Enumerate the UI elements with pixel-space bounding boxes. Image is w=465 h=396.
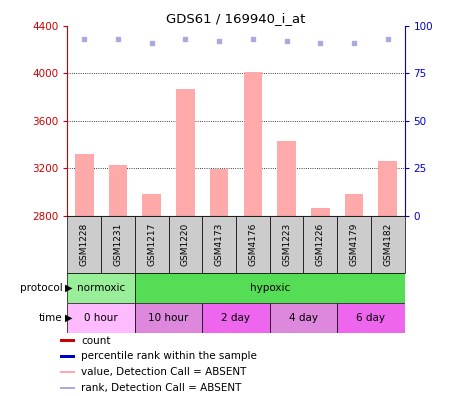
Bar xyxy=(142,194,161,216)
Bar xyxy=(311,208,330,216)
Title: GDS61 / 169940_i_at: GDS61 / 169940_i_at xyxy=(166,11,306,25)
Bar xyxy=(67,216,101,273)
Bar xyxy=(176,89,195,216)
Text: GSM4182: GSM4182 xyxy=(383,223,392,266)
Bar xyxy=(270,303,337,333)
Bar xyxy=(379,161,397,216)
Bar xyxy=(244,72,262,216)
Text: GSM1231: GSM1231 xyxy=(113,223,122,266)
Bar xyxy=(60,339,75,342)
Text: GSM1226: GSM1226 xyxy=(316,223,325,266)
Text: value, Detection Call = ABSENT: value, Detection Call = ABSENT xyxy=(81,367,246,377)
Bar xyxy=(337,303,405,333)
Bar xyxy=(60,371,75,373)
Bar xyxy=(67,273,135,303)
Text: normoxic: normoxic xyxy=(77,283,125,293)
Text: 2 day: 2 day xyxy=(221,313,251,323)
Text: time: time xyxy=(39,313,63,323)
Bar xyxy=(101,216,135,273)
Bar xyxy=(303,216,337,273)
Text: 6 day: 6 day xyxy=(356,313,385,323)
Bar xyxy=(75,154,93,216)
Bar xyxy=(135,273,405,303)
Text: GSM4179: GSM4179 xyxy=(350,223,359,266)
Text: count: count xyxy=(81,335,111,346)
Bar xyxy=(270,216,303,273)
Text: hypoxic: hypoxic xyxy=(250,283,290,293)
Text: GSM4173: GSM4173 xyxy=(215,223,224,266)
Bar xyxy=(371,216,405,273)
Text: GSM1223: GSM1223 xyxy=(282,223,291,266)
Bar xyxy=(109,165,127,216)
Bar xyxy=(135,303,202,333)
Text: ▶: ▶ xyxy=(65,313,73,323)
Bar xyxy=(135,216,168,273)
Text: 4 day: 4 day xyxy=(289,313,318,323)
Bar xyxy=(236,216,270,273)
Bar xyxy=(210,169,228,216)
Bar xyxy=(67,303,135,333)
Bar xyxy=(60,355,75,358)
Bar xyxy=(60,387,75,389)
Bar xyxy=(168,216,202,273)
Bar xyxy=(202,303,270,333)
Text: GSM4176: GSM4176 xyxy=(248,223,257,266)
Text: GSM1228: GSM1228 xyxy=(80,223,89,266)
Text: 0 hour: 0 hour xyxy=(84,313,118,323)
Text: GSM1217: GSM1217 xyxy=(147,223,156,266)
Text: GSM1220: GSM1220 xyxy=(181,223,190,266)
Bar xyxy=(202,216,236,273)
Text: rank, Detection Call = ABSENT: rank, Detection Call = ABSENT xyxy=(81,383,241,393)
Text: ▶: ▶ xyxy=(65,283,73,293)
Bar xyxy=(345,194,363,216)
Bar xyxy=(337,216,371,273)
Text: percentile rank within the sample: percentile rank within the sample xyxy=(81,351,257,362)
Text: 10 hour: 10 hour xyxy=(148,313,189,323)
Text: protocol: protocol xyxy=(20,283,63,293)
Bar xyxy=(277,141,296,216)
